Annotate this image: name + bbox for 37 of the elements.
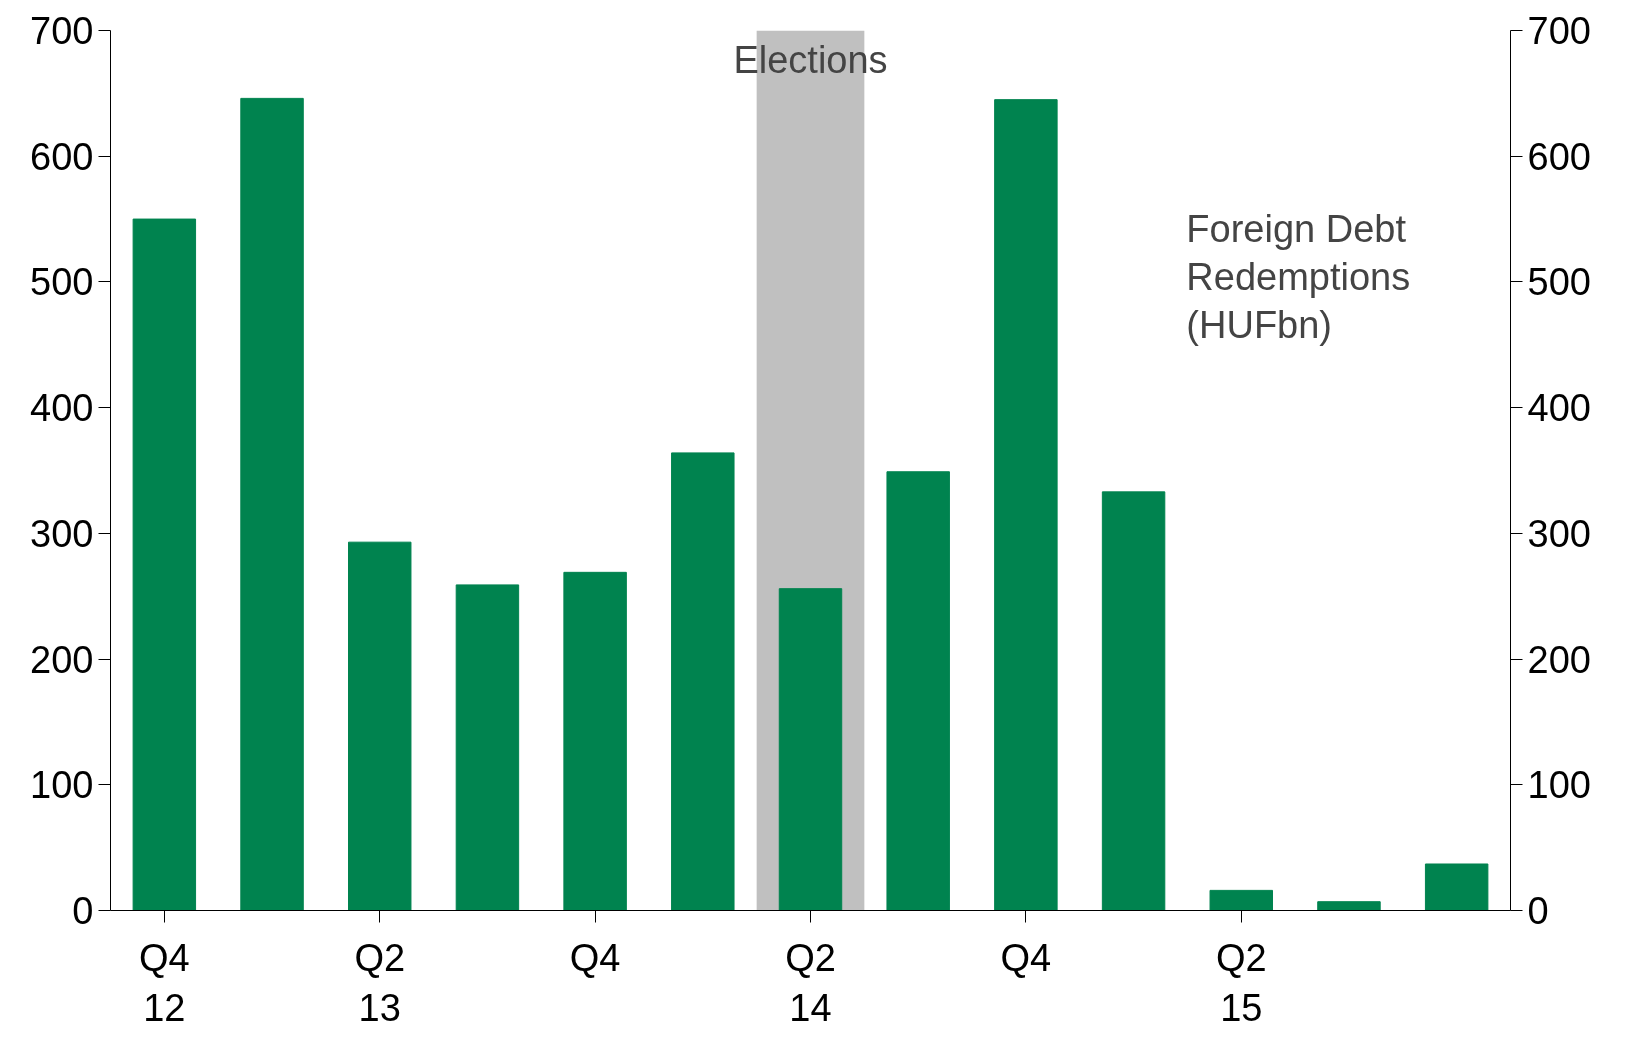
bar [455, 584, 520, 911]
bar [1209, 889, 1273, 911]
band-label: Elections [733, 38, 888, 81]
y-tick-label: 200 [30, 638, 94, 681]
y2-tick-label: 100 [1527, 764, 1591, 807]
y-tick-label: 300 [30, 512, 94, 555]
x-tick-label: Q4 [1000, 936, 1052, 979]
bar [1424, 863, 1489, 911]
x-tick-label: Q4 [569, 936, 621, 979]
y-tick-label: 100 [30, 764, 94, 807]
y2-tick-label: 300 [1527, 512, 1591, 555]
bar [994, 99, 1058, 911]
y2-tick-label: 500 [1527, 261, 1591, 304]
y-tick-label: 400 [30, 387, 94, 430]
y2-tick-label: 400 [1527, 387, 1591, 430]
x-tick-label: Q2 15 [1215, 936, 1267, 1029]
bar [1101, 491, 1166, 911]
x-tick-label: Q2 13 [354, 936, 406, 1029]
y2-tick-label: 600 [1527, 135, 1591, 178]
bar [240, 97, 304, 911]
x-tick-label: Q2 14 [785, 936, 836, 1029]
annotation: Foreign Debt Redemptions (HUFbn) [1186, 207, 1411, 347]
bar [886, 471, 950, 911]
bar [671, 452, 735, 911]
y2-tick-label: 700 [1527, 10, 1591, 52]
bar [778, 588, 843, 911]
y-tick-label: 600 [30, 135, 94, 178]
bar [348, 541, 412, 911]
y-tick-label: 500 [30, 261, 94, 304]
y2-tick-label: 200 [1527, 638, 1591, 681]
x-tick-label: Q4 12 [139, 936, 190, 1029]
bar [563, 571, 627, 911]
y-tick-label: 700 [30, 10, 94, 52]
y2-tick-label: 0 [1527, 890, 1549, 932]
bar [132, 218, 197, 911]
y-tick-label: 0 [72, 890, 94, 932]
bar [1317, 901, 1381, 911]
